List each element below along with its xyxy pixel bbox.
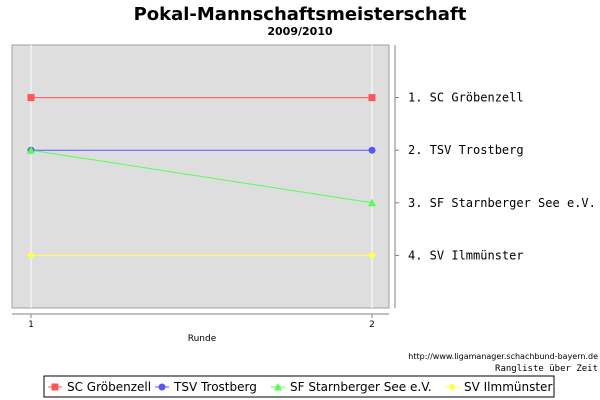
data-point <box>368 146 376 154</box>
series-lines <box>30 97 373 256</box>
x-tick-label: 2 <box>369 320 375 330</box>
data-point <box>27 94 35 102</box>
data-point <box>27 251 35 260</box>
data-point <box>368 94 376 102</box>
chart-title: Pokal-Mannschaftsmeisterschaft <box>134 4 467 25</box>
legend-marker <box>448 383 456 391</box>
rank-label: 2. TSV Trostberg <box>408 143 524 157</box>
data-point <box>27 146 35 154</box>
legend-marker <box>51 383 59 391</box>
legend-box <box>43 375 555 398</box>
chart-caption: Rangliste über Zeit <box>495 364 598 374</box>
data-point <box>368 198 376 207</box>
legend-label: TSV Trostberg <box>173 380 257 394</box>
source-url: http://www.ligamanager.schachbund-bayern… <box>408 352 598 361</box>
data-point <box>368 251 376 260</box>
legend-marker <box>158 383 166 391</box>
grid <box>30 45 373 308</box>
legend-marker <box>274 383 282 391</box>
legend-label: SC Gröbenzell <box>67 380 151 394</box>
x-axis-label: Runde <box>188 334 217 344</box>
legend-label: SF Starnberger See e.V. <box>290 380 432 394</box>
series-line <box>30 149 373 204</box>
chart-subtitle: 2009/2010 <box>267 25 333 38</box>
rank-label: 3. SF Starnberger See e.V. <box>408 196 596 210</box>
legend: SC Gröbenzell TSV Trostberg SF Starnberger… <box>48 380 552 394</box>
x-tick-label: 1 <box>28 320 34 330</box>
rank-label: 1. SC Gröbenzell <box>408 91 524 105</box>
legend-label: SV Ilmmünster <box>464 380 552 394</box>
series-markers <box>27 94 376 260</box>
rank-label: 4. SV Ilmmünster <box>408 248 524 262</box>
rank-labels: 1. SC Gröbenzell 2. TSV Trostberg 3. SF St… <box>395 91 596 262</box>
